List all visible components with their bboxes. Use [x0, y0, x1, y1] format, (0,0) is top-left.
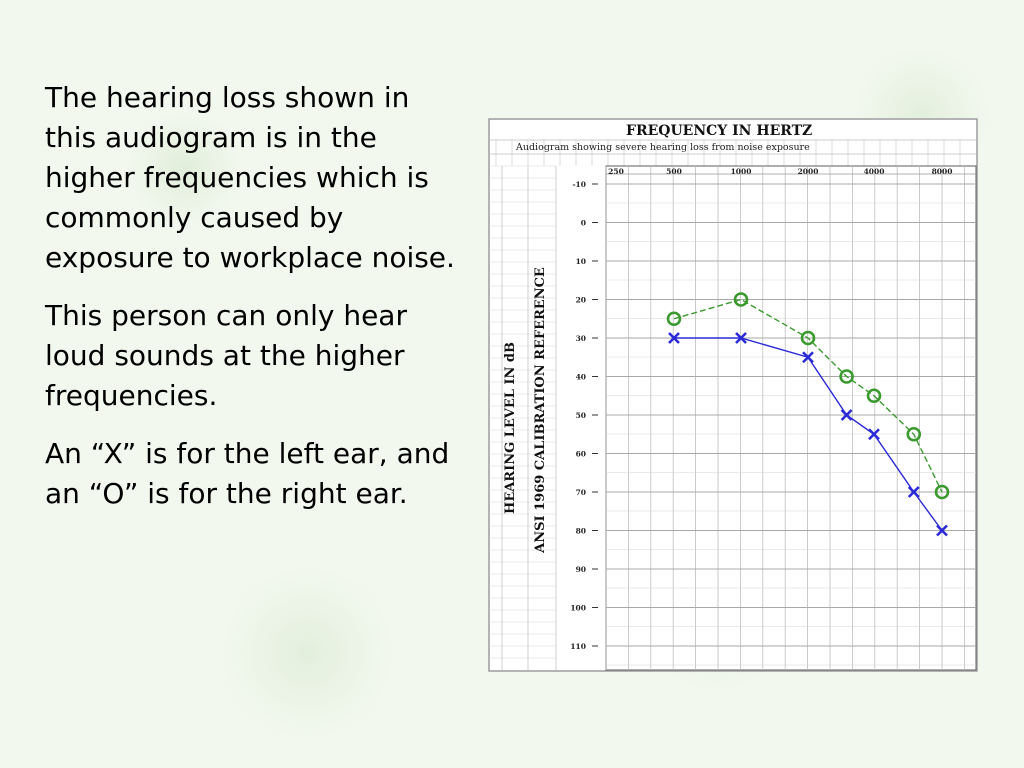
y-tick-label: 20 [576, 296, 586, 305]
x-tick-label: 250 [608, 167, 624, 176]
chart-frame [488, 118, 978, 672]
data-point-x-stroke [840, 409, 853, 421]
chart-title: FREQUENCY IN HERTZ [626, 123, 812, 139]
y-axis-label-calibration: ANSI 1969 CALIBRATION REFERENCE [533, 267, 548, 554]
series-layer [666, 292, 950, 537]
paragraph-loud-sounds: This person can only hear loud sounds at… [45, 299, 407, 412]
data-point-o [839, 369, 854, 384]
plot-grid [605, 165, 977, 671]
data-point-o [934, 484, 950, 500]
data-point-x [840, 409, 853, 421]
data-point-x [735, 332, 747, 344]
data-point-o [800, 330, 816, 346]
y-tick-label: 50 [576, 411, 586, 420]
y-tick-label: 80 [576, 527, 586, 536]
x-tick-label: 1000 [731, 167, 752, 176]
y-axis-label: HEARING LEVEL IN dB [503, 342, 518, 514]
y-tick-label: -10 [572, 180, 586, 189]
x-tick-label: 4000 [864, 167, 885, 176]
y-tick-label: 100 [570, 604, 586, 613]
y-tick-label: 110 [570, 642, 586, 651]
data-point-o [906, 426, 922, 442]
data-point-x [868, 428, 880, 441]
y-tick-label: 60 [576, 450, 586, 459]
header-grid [489, 139, 976, 166]
data-point-x-stroke [668, 332, 680, 344]
y-tick-label: 30 [576, 334, 586, 343]
y-tick-label: 90 [576, 565, 586, 574]
series-line-right-ear [673, 298, 943, 493]
data-point-x [907, 486, 920, 498]
description-text: The hearing loss shown in this audiogram… [45, 78, 465, 532]
x-tick-labels: 250 500 1000 2000 4000 8000 [608, 167, 952, 176]
y-tick-label: 10 [576, 257, 586, 266]
data-point-o [866, 388, 882, 404]
x-tick-label: 8000 [932, 167, 953, 176]
data-point-x-stroke [868, 428, 880, 441]
data-point-x-stroke [802, 351, 814, 364]
data-point-x [668, 332, 680, 344]
y-tick-label: 40 [576, 373, 586, 382]
paragraph-hearing-loss: The hearing loss shown in this audiogram… [45, 81, 455, 274]
data-point-x-stroke [936, 524, 948, 537]
data-point-x [802, 351, 814, 364]
y-tick-label: 70 [576, 488, 586, 497]
audiogram-svg: FREQUENCY IN HERTZ Audiogram showing sev… [488, 118, 978, 672]
y-tick-labels: -10 0 10 20 30 40 50 60 70 80 90 100 110 [570, 180, 598, 651]
data-point-x [936, 524, 948, 537]
x-tick-label: 2000 [798, 167, 819, 176]
y-tick-label: 0 [581, 219, 586, 228]
data-point-x-stroke [907, 486, 920, 498]
left-label-grid [489, 165, 557, 670]
data-point-o [666, 311, 682, 327]
data-point-o [733, 292, 749, 307]
audiogram-chart: FREQUENCY IN HERTZ Audiogram showing sev… [488, 118, 978, 672]
chart-subtitle: Audiogram showing severe hearing loss fr… [515, 142, 810, 153]
paragraph-legend-explanation: An “X” is for the left ear, and an “O” i… [45, 437, 450, 510]
data-point-x-stroke [735, 332, 747, 344]
x-tick-label: 500 [666, 167, 682, 176]
